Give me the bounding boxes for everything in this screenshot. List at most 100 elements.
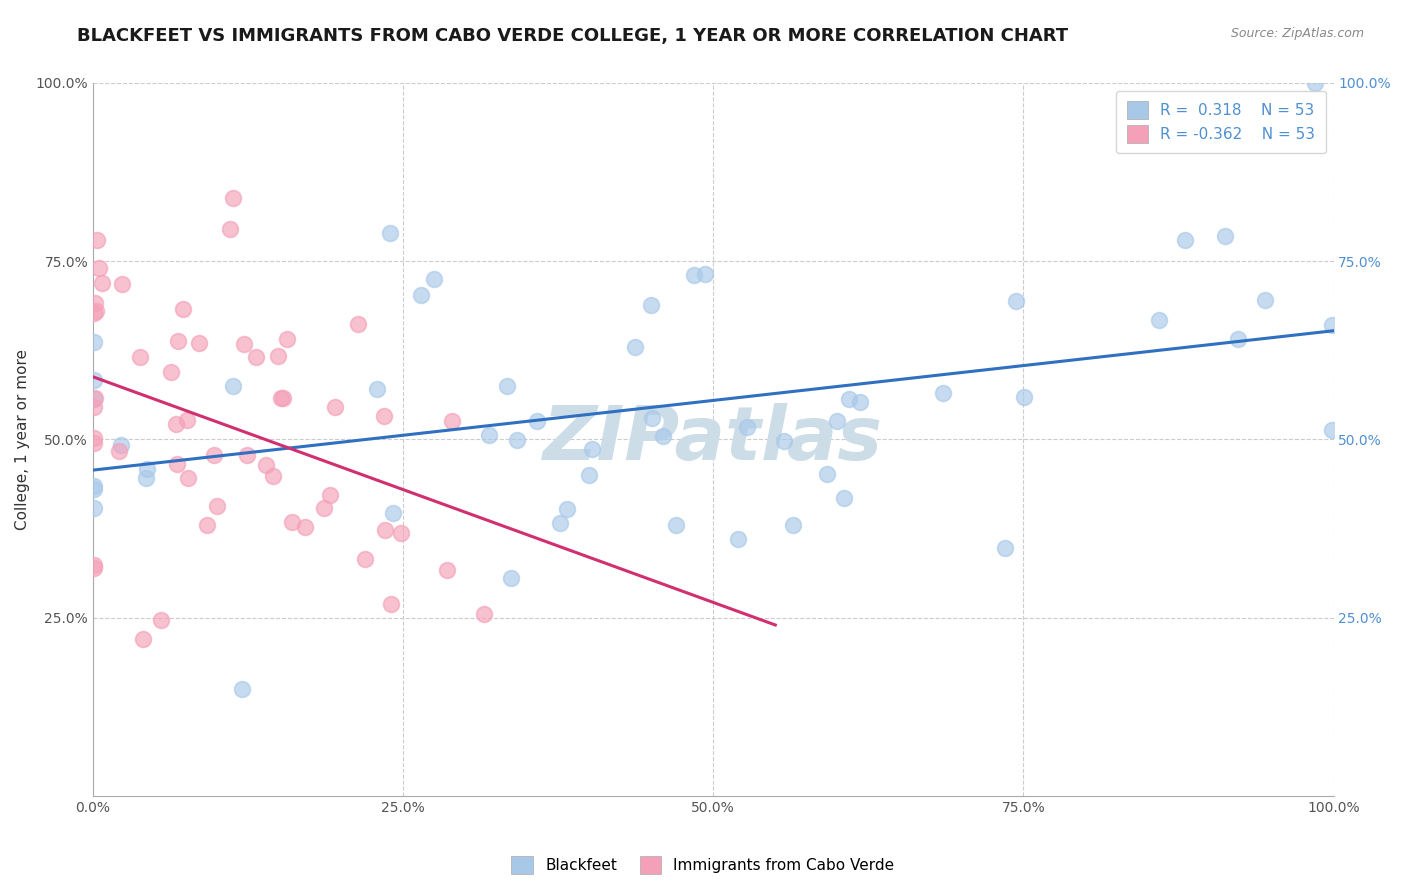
Point — [83, 392, 105, 406]
Point — [825, 414, 848, 428]
Point — [111, 277, 134, 291]
Point — [782, 517, 804, 532]
Point — [205, 500, 228, 514]
Point — [353, 552, 375, 566]
Point — [1322, 423, 1344, 437]
Point — [83, 431, 105, 445]
Point — [83, 400, 105, 414]
Point — [195, 517, 218, 532]
Point — [83, 373, 105, 387]
Point — [683, 268, 706, 282]
Text: BLACKFEET VS IMMIGRANTS FROM CABO VERDE COLLEGE, 1 YEAR OR MORE CORRELATION CHAR: BLACKFEET VS IMMIGRANTS FROM CABO VERDE … — [77, 27, 1069, 45]
Y-axis label: College, 1 year or more: College, 1 year or more — [15, 349, 30, 530]
Point — [849, 394, 872, 409]
Point — [347, 317, 370, 331]
Point — [235, 448, 257, 462]
Point — [108, 444, 131, 458]
Point — [499, 571, 522, 585]
Point — [323, 400, 346, 414]
Point — [172, 302, 194, 317]
Point — [815, 467, 838, 481]
Point — [472, 607, 495, 621]
Point — [382, 506, 405, 520]
Point — [436, 563, 458, 577]
Point — [84, 391, 107, 405]
Point — [177, 470, 200, 484]
Point — [411, 288, 433, 302]
Point — [89, 261, 111, 276]
Point — [267, 349, 290, 363]
Point — [202, 448, 225, 462]
Point — [932, 385, 955, 400]
Point — [773, 434, 796, 448]
Point — [550, 516, 572, 530]
Point — [166, 457, 188, 471]
Point — [84, 296, 107, 310]
Text: Source: ZipAtlas.com: Source: ZipAtlas.com — [1230, 27, 1364, 40]
Point — [1254, 293, 1277, 307]
Point — [1213, 229, 1236, 244]
Point — [83, 479, 105, 493]
Text: ZIPatlas: ZIPatlas — [543, 403, 883, 475]
Point — [373, 409, 395, 423]
Point — [222, 190, 245, 204]
Point — [83, 435, 105, 450]
Point — [727, 532, 749, 546]
Point — [389, 526, 412, 541]
Point — [270, 391, 292, 405]
Point — [578, 467, 600, 482]
Point — [294, 519, 316, 533]
Point — [271, 391, 294, 405]
Point — [276, 332, 298, 346]
Point — [1004, 294, 1026, 309]
Point — [233, 336, 256, 351]
Point — [312, 500, 335, 515]
Point — [832, 491, 855, 505]
Point — [423, 272, 446, 286]
Point — [693, 267, 716, 281]
Point — [83, 482, 105, 496]
Point — [665, 517, 688, 532]
Point — [131, 632, 153, 646]
Point — [380, 598, 402, 612]
Point — [555, 502, 578, 516]
Point — [83, 560, 105, 574]
Point — [83, 501, 105, 516]
Point — [1322, 318, 1344, 332]
Point — [526, 414, 548, 428]
Point — [366, 382, 388, 396]
Point — [640, 298, 662, 312]
Point — [735, 420, 758, 434]
Point — [231, 681, 253, 696]
Point — [478, 428, 501, 442]
Point — [245, 350, 267, 364]
Point — [83, 306, 105, 320]
Point — [1012, 390, 1035, 404]
Legend: R =  0.318    N = 53, R = -0.362    N = 53: R = 0.318 N = 53, R = -0.362 N = 53 — [1116, 91, 1326, 153]
Point — [994, 541, 1017, 556]
Point — [440, 414, 463, 428]
Point — [254, 458, 277, 472]
Point — [1303, 76, 1326, 90]
Point — [83, 558, 105, 573]
Point — [374, 524, 396, 538]
Point — [624, 340, 647, 354]
Point — [166, 334, 188, 348]
Point — [160, 365, 183, 379]
Point — [319, 487, 342, 501]
Point — [218, 221, 240, 235]
Point — [378, 227, 401, 241]
Point — [506, 433, 529, 447]
Point — [188, 335, 211, 350]
Point — [838, 392, 860, 406]
Point — [641, 411, 664, 425]
Point — [1174, 233, 1197, 247]
Point — [262, 469, 284, 483]
Point — [149, 613, 172, 627]
Point — [136, 462, 159, 476]
Point — [651, 429, 673, 443]
Point — [129, 350, 152, 364]
Point — [1147, 313, 1170, 327]
Point — [165, 417, 187, 432]
Point — [581, 442, 603, 456]
